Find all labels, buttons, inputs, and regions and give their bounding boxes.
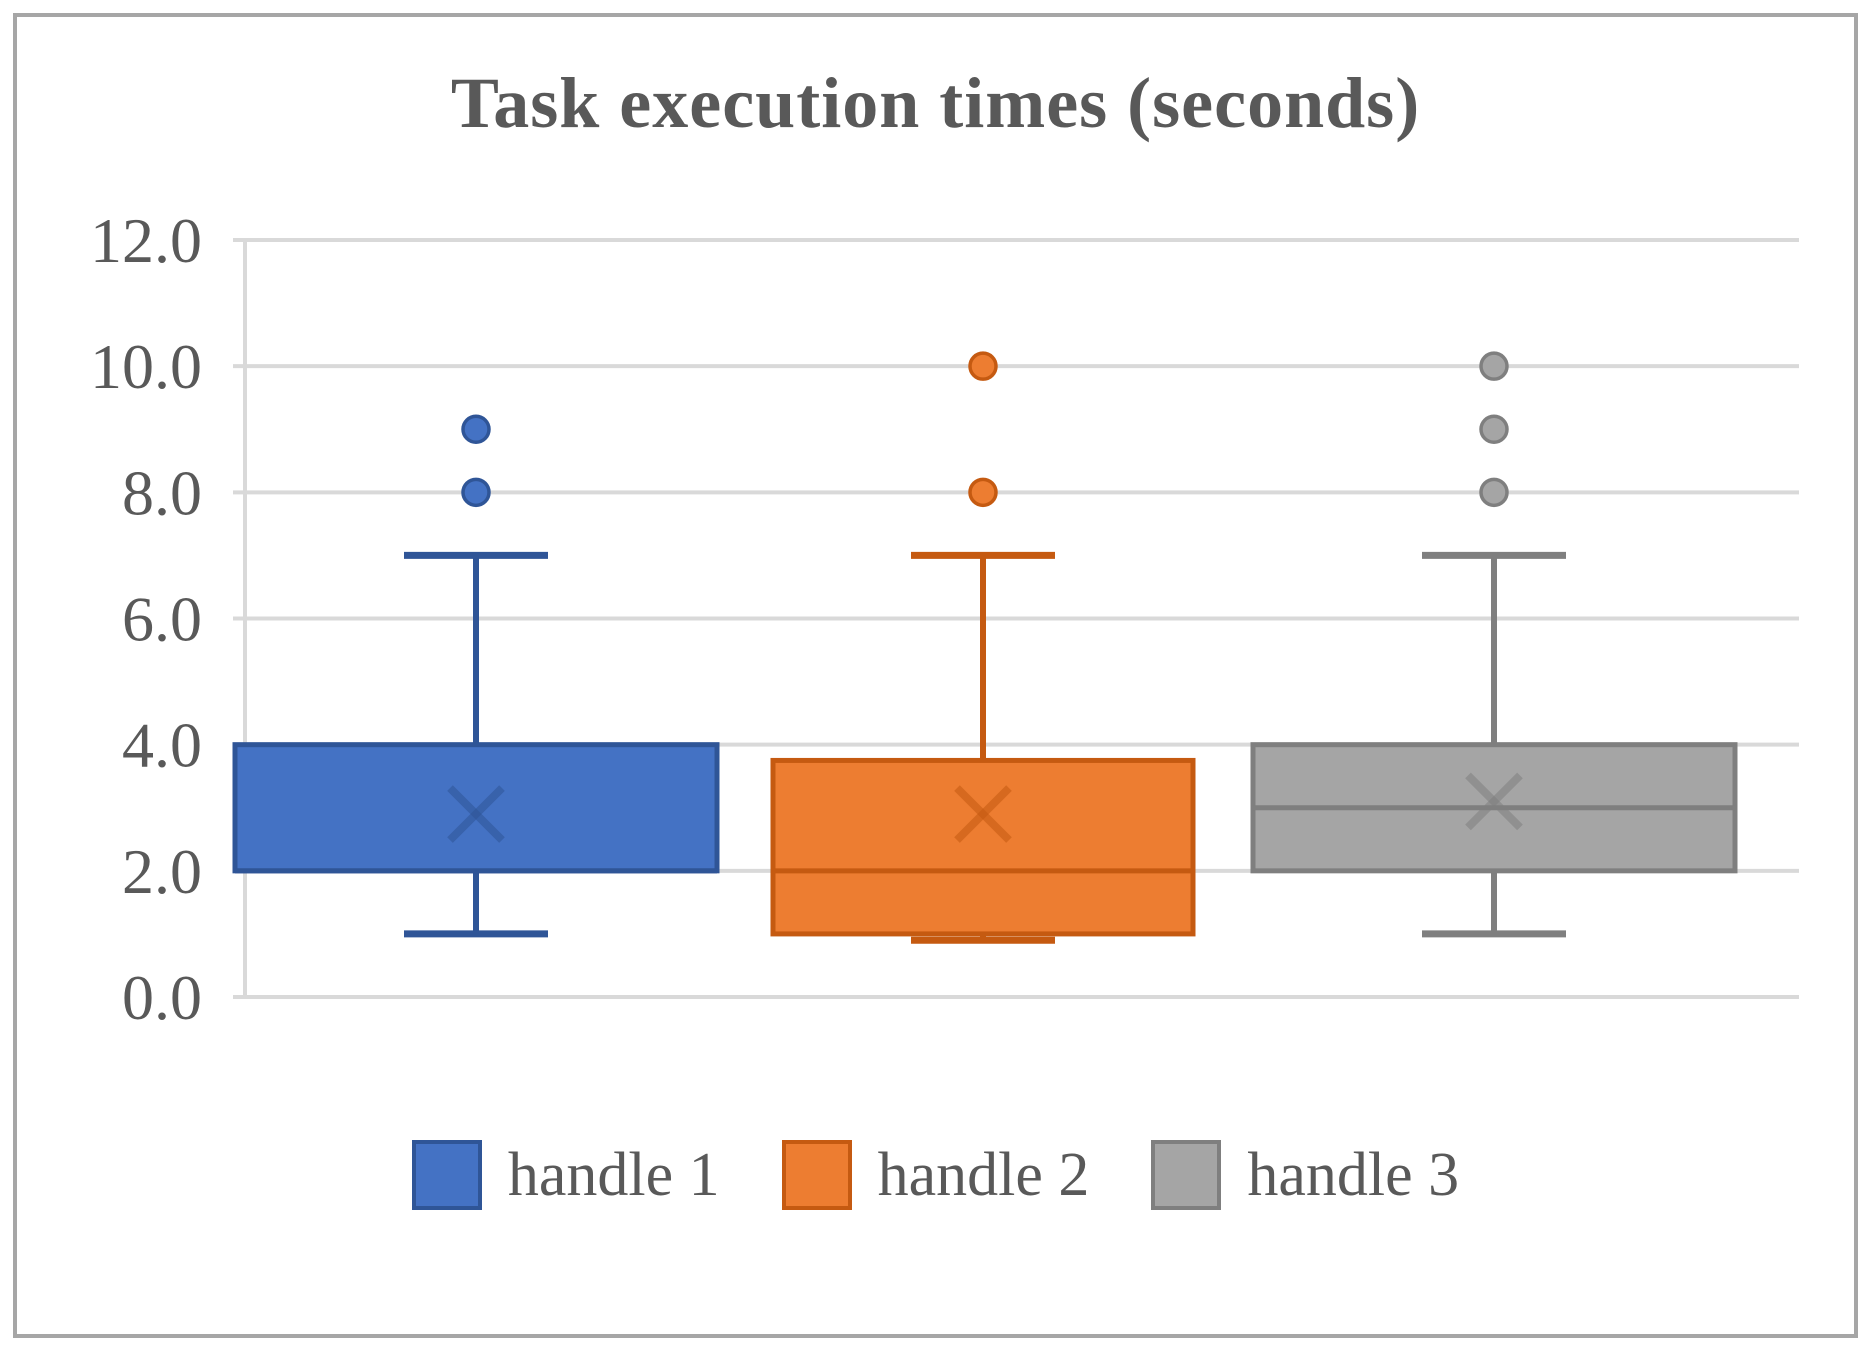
box-handle-1-mean-marker [447, 785, 505, 843]
legend-entry-handle-1: handle 1 [411, 1140, 720, 1210]
box-handle-3-outlier-point [1479, 477, 1509, 508]
legend-swatch [411, 1140, 482, 1210]
legend-label: handle 3 [1247, 1141, 1460, 1209]
y-axis-tick-label: 10.0 [90, 331, 202, 402]
box-handle-1-iqr-box [232, 742, 720, 874]
box-handle-2-outlier-point [968, 351, 998, 381]
legend-label: handle 1 [507, 1141, 720, 1209]
legend-entry-handle-3: handle 3 [1151, 1140, 1459, 1210]
legend-label: handle 2 [877, 1141, 1090, 1209]
figure-border [13, 13, 1858, 1338]
box-handle-3-outlier-point [1479, 351, 1509, 381]
box-handle-1-outlier-point [461, 414, 491, 444]
legend-swatch [1151, 1140, 1222, 1210]
y-axis-tick-label: 4.0 [122, 710, 202, 781]
y-axis-tick-label: 12.0 [90, 205, 202, 276]
legend-swatch [781, 1140, 852, 1210]
box-handle-2-mean-marker [954, 785, 1012, 843]
legend: handle 1 handle 2 handle 3 [0, 1140, 1871, 1210]
y-axis-tick-label: 2.0 [122, 836, 202, 907]
box-handle-1-outlier-point [461, 477, 491, 508]
box-handle-3-outlier-point [1479, 414, 1509, 444]
y-axis-tick-label: 6.0 [122, 584, 202, 655]
legend-entry-handle-2: handle 2 [781, 1140, 1090, 1210]
box-handle-2-iqr-box [770, 757, 1196, 937]
box-handle-2-outlier-point [968, 477, 998, 508]
box-handle-3-mean-marker [1465, 772, 1523, 831]
y-axis-tick-label: 0.0 [122, 962, 202, 1033]
y-axis-tick-label: 8.0 [122, 457, 202, 528]
chart-title: Task execution times (seconds) [450, 63, 1421, 143]
